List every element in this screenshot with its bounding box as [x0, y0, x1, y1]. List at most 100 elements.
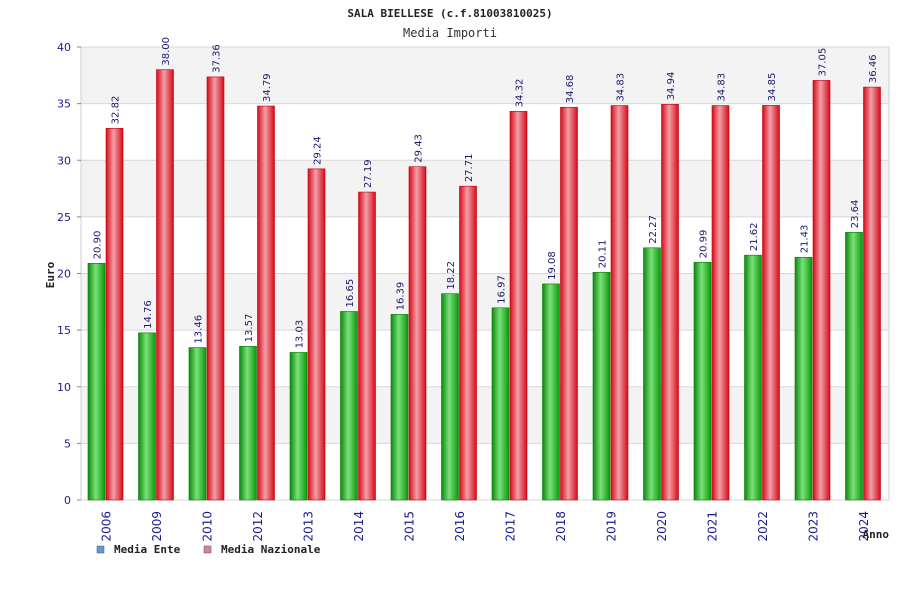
value-label-media-ente-2018: 19.08 — [547, 251, 558, 280]
value-label-media-ente-2016: 18.22 — [446, 261, 457, 290]
bar-media-ente-2024 — [845, 231, 863, 501]
value-label-media-ente-2022: 21.62 — [749, 223, 760, 252]
x-tick-label: 2017 — [503, 511, 517, 542]
bar-media-ente-2021 — [693, 261, 712, 501]
value-label-media-ente-2023: 21.43 — [800, 225, 811, 254]
value-label-media-nazionale-2015: 29.43 — [414, 134, 425, 163]
x-tick-label: 2012 — [251, 511, 265, 542]
bar-media-nazionale-2021 — [711, 105, 730, 501]
bar-media-nazionale-2010 — [206, 76, 225, 501]
value-label-media-nazionale-2021: 34.83 — [717, 73, 728, 102]
value-label-media-nazionale-2016: 27.71 — [464, 154, 475, 183]
value-label-media-ente-2020: 22.27 — [648, 215, 659, 244]
x-tick-label: 2016 — [453, 511, 467, 542]
value-label-media-nazionale-2019: 34.83 — [616, 73, 627, 102]
value-label-media-nazionale-2017: 34.32 — [515, 79, 526, 108]
bar-media-ente-2019 — [592, 271, 611, 501]
value-label-media-ente-2009: 14.76 — [143, 300, 154, 329]
bar-media-ente-2009 — [138, 332, 156, 501]
value-label-media-nazionale-2009: 38.00 — [161, 37, 172, 66]
bar-media-nazionale-2018 — [560, 106, 578, 501]
x-tick-label: 2021 — [705, 511, 719, 542]
value-label-media-nazionale-2014: 27.19 — [363, 159, 374, 188]
value-label-media-ente-2017: 16.97 — [497, 275, 508, 304]
bar-media-nazionale-2009 — [156, 69, 174, 501]
bar-media-nazionale-2016 — [459, 185, 477, 501]
x-tick-label: 2019 — [604, 511, 618, 542]
value-label-media-nazionale-2018: 34.68 — [565, 75, 576, 104]
value-label-media-nazionale-2022: 34.85 — [767, 73, 778, 102]
bar-media-ente-2016 — [441, 293, 459, 501]
y-axis-label: Euro — [44, 261, 57, 288]
x-tick-label: 2013 — [301, 511, 315, 542]
bars — [87, 69, 881, 501]
y-axis-ticks: 0 5 10 15 20 25 30 35 40 — [57, 41, 81, 507]
bar-media-nazionale-2023 — [812, 80, 831, 501]
value-label-media-ente-2021: 20.99 — [699, 230, 710, 259]
legend-label-media-ente: Media Ente — [114, 543, 181, 556]
bar-media-nazionale-2022 — [762, 105, 780, 501]
y-tick-label: 10 — [57, 381, 71, 394]
x-tick-label: 2010 — [200, 511, 214, 542]
value-label-media-nazionale-2006: 32.82 — [111, 96, 122, 125]
bar-media-ente-2020 — [643, 247, 661, 501]
value-label-media-nazionale-2024: 36.46 — [868, 54, 879, 83]
bar-media-ente-2010 — [188, 347, 207, 501]
bar-media-ente-2014 — [340, 311, 358, 501]
x-tick-label: 2009 — [150, 511, 164, 542]
x-axis-ticks: 2006 2009 2010 2012 2013 2014 2015 2016 2017 2018… — [99, 511, 871, 542]
bar-media-ente-2006 — [87, 263, 106, 501]
bar-media-ente-2013 — [289, 352, 308, 501]
x-axis-label: Anno — [863, 528, 890, 541]
chart-title: SALA BIELLESE (c.f.81003810025) — [347, 7, 552, 20]
value-label-media-ente-2015: 16.39 — [396, 282, 407, 311]
x-tick-label: 2023 — [806, 511, 820, 542]
value-label-media-ente-2013: 13.03 — [295, 320, 306, 349]
bar-media-nazionale-2017 — [509, 111, 528, 501]
bar-media-nazionale-2012 — [257, 105, 275, 501]
y-tick-label: 25 — [57, 211, 71, 224]
bar-media-ente-2012 — [239, 346, 257, 501]
legend-swatch-media-ente — [96, 545, 105, 554]
bar-media-nazionale-2013 — [307, 168, 326, 501]
value-label-media-nazionale-2023: 37.05 — [818, 48, 829, 77]
x-tick-label: 2024 — [857, 511, 871, 542]
value-label-media-nazionale-2020: 34.94 — [666, 72, 677, 101]
bar-media-nazionale-2006 — [105, 128, 124, 501]
bar-media-ente-2023 — [794, 257, 813, 501]
bar-media-nazionale-2019 — [610, 105, 629, 501]
value-label-media-ente-2024: 23.64 — [850, 200, 861, 229]
value-label-media-nazionale-2010: 37.36 — [212, 44, 223, 73]
legend-swatch-media-nazionale — [203, 545, 212, 554]
x-tick-label: 2015 — [402, 511, 416, 542]
y-tick-label: 0 — [64, 494, 71, 507]
y-tick-label: 15 — [57, 324, 71, 337]
value-label-media-nazionale-2013: 29.24 — [313, 136, 324, 165]
bar-media-nazionale-2020 — [661, 104, 679, 501]
y-tick-label: 20 — [57, 268, 71, 281]
bar-media-ente-2017 — [491, 307, 510, 501]
chart-subtitle: Media Importi — [403, 26, 497, 40]
value-label-media-ente-2019: 20.11 — [598, 240, 609, 269]
y-tick-label: 40 — [57, 41, 71, 54]
legend-label-media-nazionale: Media Nazionale — [221, 543, 321, 556]
x-tick-label: 2006 — [99, 511, 113, 542]
value-labels: 20.90 32.82 14.76 38.00 13.46 37.36 13.57 34.79… — [93, 37, 880, 348]
bar-media-ente-2022 — [744, 254, 762, 501]
value-label-media-nazionale-2012: 34.79 — [262, 73, 273, 102]
x-tick-label: 2022 — [756, 511, 770, 542]
value-label-media-ente-2012: 13.57 — [244, 314, 255, 343]
bar-media-ente-2018 — [542, 283, 560, 501]
x-tick-label: 2018 — [554, 511, 568, 542]
x-tick-label: 2020 — [655, 511, 669, 542]
value-label-media-ente-2014: 16.65 — [345, 279, 356, 308]
y-tick-label: 30 — [57, 154, 71, 167]
x-tick-label: 2014 — [352, 511, 366, 542]
legend: Media Ente Media Nazionale — [96, 543, 321, 556]
bar-media-ente-2015 — [390, 314, 409, 501]
y-tick-label: 35 — [57, 98, 71, 111]
value-label-media-ente-2006: 20.90 — [93, 231, 104, 260]
value-label-media-ente-2010: 13.46 — [194, 315, 205, 344]
bar-media-nazionale-2014 — [358, 191, 376, 501]
